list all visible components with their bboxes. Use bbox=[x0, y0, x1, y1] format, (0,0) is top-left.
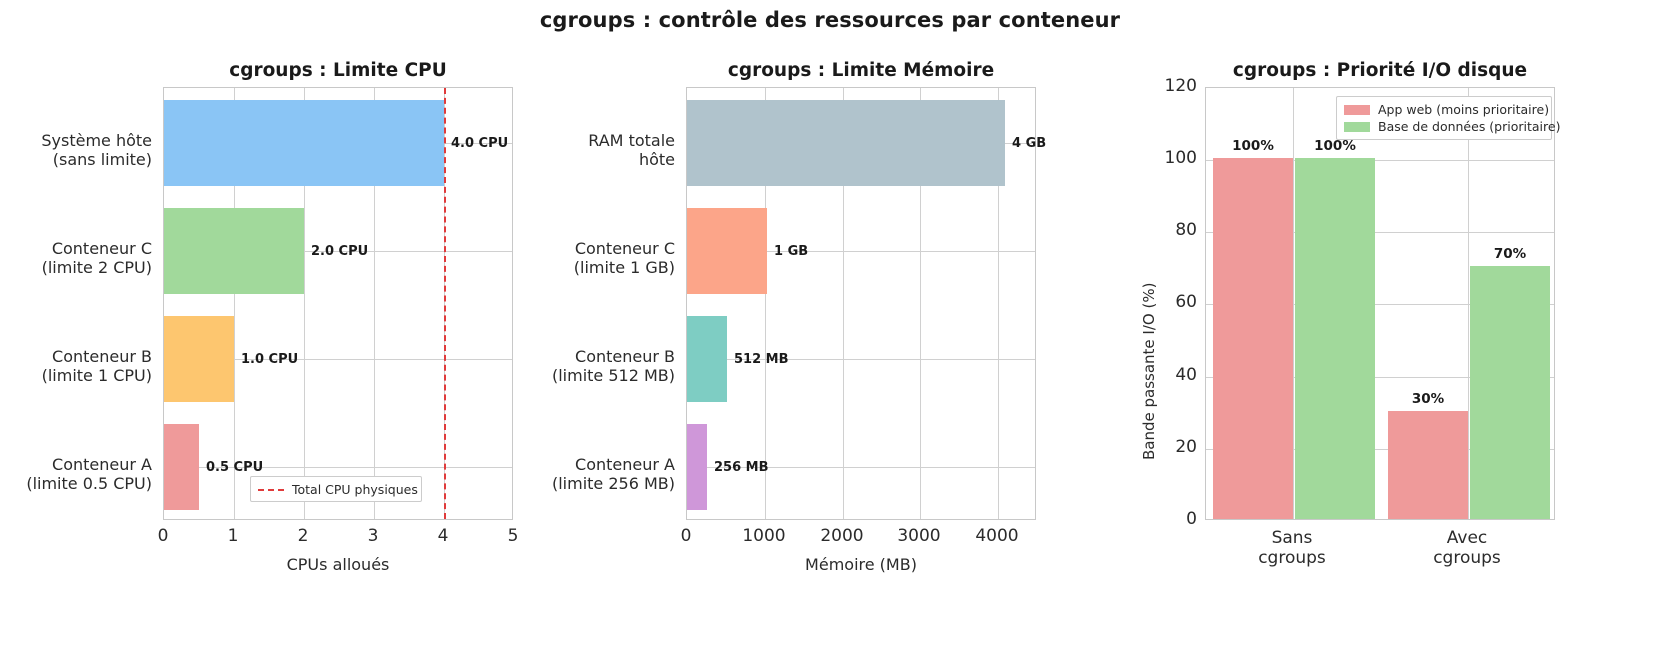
memory-plot-area: 4 GB 1 GB 512 MB 256 MB bbox=[686, 87, 1046, 520]
cpu-bar-container-b bbox=[164, 316, 234, 402]
cpu-xtick-5: 5 bbox=[507, 526, 519, 546]
cpu-gridline-3 bbox=[374, 88, 375, 519]
io-bar-db-avec bbox=[1470, 266, 1550, 519]
cpu-bar-container-c bbox=[164, 208, 304, 294]
cpu-legend-row-total: Total CPU physiques bbox=[258, 481, 418, 498]
cpu-gridline-2 bbox=[304, 88, 305, 519]
memory-chart-title: cgroups : Limite Mémoire bbox=[727, 60, 995, 81]
io-gridline-100 bbox=[1206, 160, 1554, 161]
dashed-line-icon bbox=[258, 488, 284, 491]
io-xtick-sans: Sans cgroups bbox=[1258, 528, 1326, 569]
memory-gridline-row-0 bbox=[687, 467, 1035, 468]
cpu-plot-area: 4.0 CPU 2.0 CPU 1.0 CPU 0.5 CPU Total CP… bbox=[163, 87, 513, 520]
io-gridline-group-1 bbox=[1468, 88, 1469, 519]
io-xtick-avec: Avec cgroups bbox=[1433, 528, 1501, 569]
io-legend-label-web: App web (moins prioritaire) bbox=[1378, 102, 1550, 117]
cpu-xtick-4: 4 bbox=[437, 526, 449, 546]
cpu-bar-label-container-b: 1.0 CPU bbox=[241, 352, 299, 367]
memory-xaxis-label: Mémoire (MB) bbox=[805, 555, 917, 574]
io-legend[interactable]: App web (moins prioritaire) Base de donn… bbox=[1336, 96, 1560, 140]
legend-swatch-web-icon bbox=[1344, 104, 1370, 115]
cpu-xtick-1: 1 bbox=[227, 526, 239, 546]
io-bar-label-db-avec: 70% bbox=[1493, 246, 1527, 262]
io-bar-label-web-avec: 30% bbox=[1411, 391, 1445, 407]
cpu-xtick-0: 0 bbox=[157, 526, 169, 546]
memory-bar-container-c bbox=[687, 208, 767, 294]
io-legend-row-db: Base de données (prioritaire) bbox=[1344, 118, 1560, 135]
cpu-ytick-container-b: Conteneur B (limite 1 CPU) bbox=[41, 347, 152, 385]
io-bar-label-db-sans: 100% bbox=[1314, 138, 1356, 154]
io-gridline-80 bbox=[1206, 232, 1554, 233]
figure-suptitle: cgroups : contrôle des ressources par co… bbox=[539, 8, 1121, 32]
memory-xtick-0: 0 bbox=[680, 526, 692, 546]
io-yaxis-label: Bande passante I/O (%) bbox=[1140, 282, 1158, 460]
cpu-gridline-row-1 bbox=[164, 359, 512, 360]
memory-bar-container-b bbox=[687, 316, 727, 402]
memory-gridline-1000 bbox=[765, 88, 766, 519]
cpu-gridline-1 bbox=[234, 88, 235, 519]
memory-bar-label-host-ram: 4 GB bbox=[1012, 136, 1047, 151]
io-gridline-20 bbox=[1206, 449, 1554, 450]
io-ytick-80: 80 bbox=[1175, 220, 1197, 240]
cpu-ytick-container-c: Conteneur C (limite 2 CPU) bbox=[41, 239, 152, 277]
memory-ytick-host-ram: RAM totale hôte bbox=[588, 131, 675, 169]
memory-ytick-container-a: Conteneur A (limite 256 MB) bbox=[551, 455, 675, 493]
memory-gridline-4000 bbox=[998, 88, 999, 519]
cpu-legend-label-total: Total CPU physiques bbox=[292, 482, 418, 497]
legend-swatch-db-icon bbox=[1344, 121, 1370, 132]
io-bar-label-web-sans: 100% bbox=[1232, 138, 1274, 154]
io-gridline-group-0 bbox=[1293, 88, 1294, 519]
io-ytick-0: 0 bbox=[1186, 509, 1197, 529]
io-bar-web-sans bbox=[1213, 158, 1293, 519]
memory-bar-container-a bbox=[687, 424, 707, 510]
memory-bar-label-container-b: 512 MB bbox=[734, 352, 789, 367]
cpu-bar-label-container-a: 0.5 CPU bbox=[206, 460, 264, 475]
memory-bar-label-container-a: 256 MB bbox=[714, 460, 769, 475]
io-gridline-60 bbox=[1206, 304, 1554, 305]
memory-ytick-container-c: Conteneur C (limite 1 GB) bbox=[573, 239, 675, 277]
io-legend-label-db: Base de données (prioritaire) bbox=[1378, 119, 1561, 134]
cpu-chart-title: cgroups : Limite CPU bbox=[229, 60, 447, 81]
io-ytick-20: 20 bbox=[1175, 437, 1197, 457]
memory-ytick-container-b: Conteneur B (limite 512 MB) bbox=[551, 347, 675, 385]
memory-xtick-1000: 1000 bbox=[742, 526, 786, 546]
io-gridline-40 bbox=[1206, 377, 1554, 378]
memory-gridline-row-2 bbox=[687, 251, 1035, 252]
cpu-total-physical-line bbox=[444, 88, 446, 519]
cpu-bar-host bbox=[164, 100, 444, 186]
cpu-gridline-row-2 bbox=[164, 251, 512, 252]
memory-bar-label-container-c: 1 GB bbox=[774, 244, 809, 259]
memory-xtick-4000: 4000 bbox=[975, 526, 1019, 546]
cpu-ytick-container-a: Conteneur A (limite 0.5 CPU) bbox=[26, 455, 152, 493]
memory-gridline-2000 bbox=[843, 88, 844, 519]
cpu-legend[interactable]: Total CPU physiques bbox=[250, 476, 422, 502]
io-plot-area: 100% 100% 30% 70% App web (moins priorit… bbox=[1205, 87, 1560, 520]
cpu-bar-label-container-c: 2.0 CPU bbox=[311, 244, 369, 259]
io-bar-web-avec bbox=[1388, 411, 1468, 519]
memory-gridline-3000 bbox=[920, 88, 921, 519]
io-ytick-40: 40 bbox=[1175, 365, 1197, 385]
memory-xtick-2000: 2000 bbox=[820, 526, 864, 546]
cpu-bar-container-a bbox=[164, 424, 199, 510]
io-bar-db-sans bbox=[1295, 158, 1375, 519]
cpu-xtick-3: 3 bbox=[367, 526, 379, 546]
io-chart-title: cgroups : Priorité I/O disque bbox=[1232, 60, 1528, 81]
memory-xtick-3000: 3000 bbox=[897, 526, 941, 546]
io-legend-row-web: App web (moins prioritaire) bbox=[1344, 101, 1549, 118]
cpu-bar-label-host: 4.0 CPU bbox=[451, 136, 509, 151]
cpu-xaxis-label: CPUs alloués bbox=[286, 555, 390, 574]
cpu-ytick-host: Système hôte (sans limite) bbox=[41, 131, 152, 169]
memory-gridline-row-1 bbox=[687, 359, 1035, 360]
cpu-xtick-2: 2 bbox=[297, 526, 309, 546]
io-ytick-100: 100 bbox=[1164, 148, 1197, 168]
cpu-gridline-row-0 bbox=[164, 467, 512, 468]
io-ytick-60: 60 bbox=[1175, 292, 1197, 312]
memory-bar-host-ram bbox=[687, 100, 1005, 186]
io-ytick-120: 120 bbox=[1164, 76, 1197, 96]
